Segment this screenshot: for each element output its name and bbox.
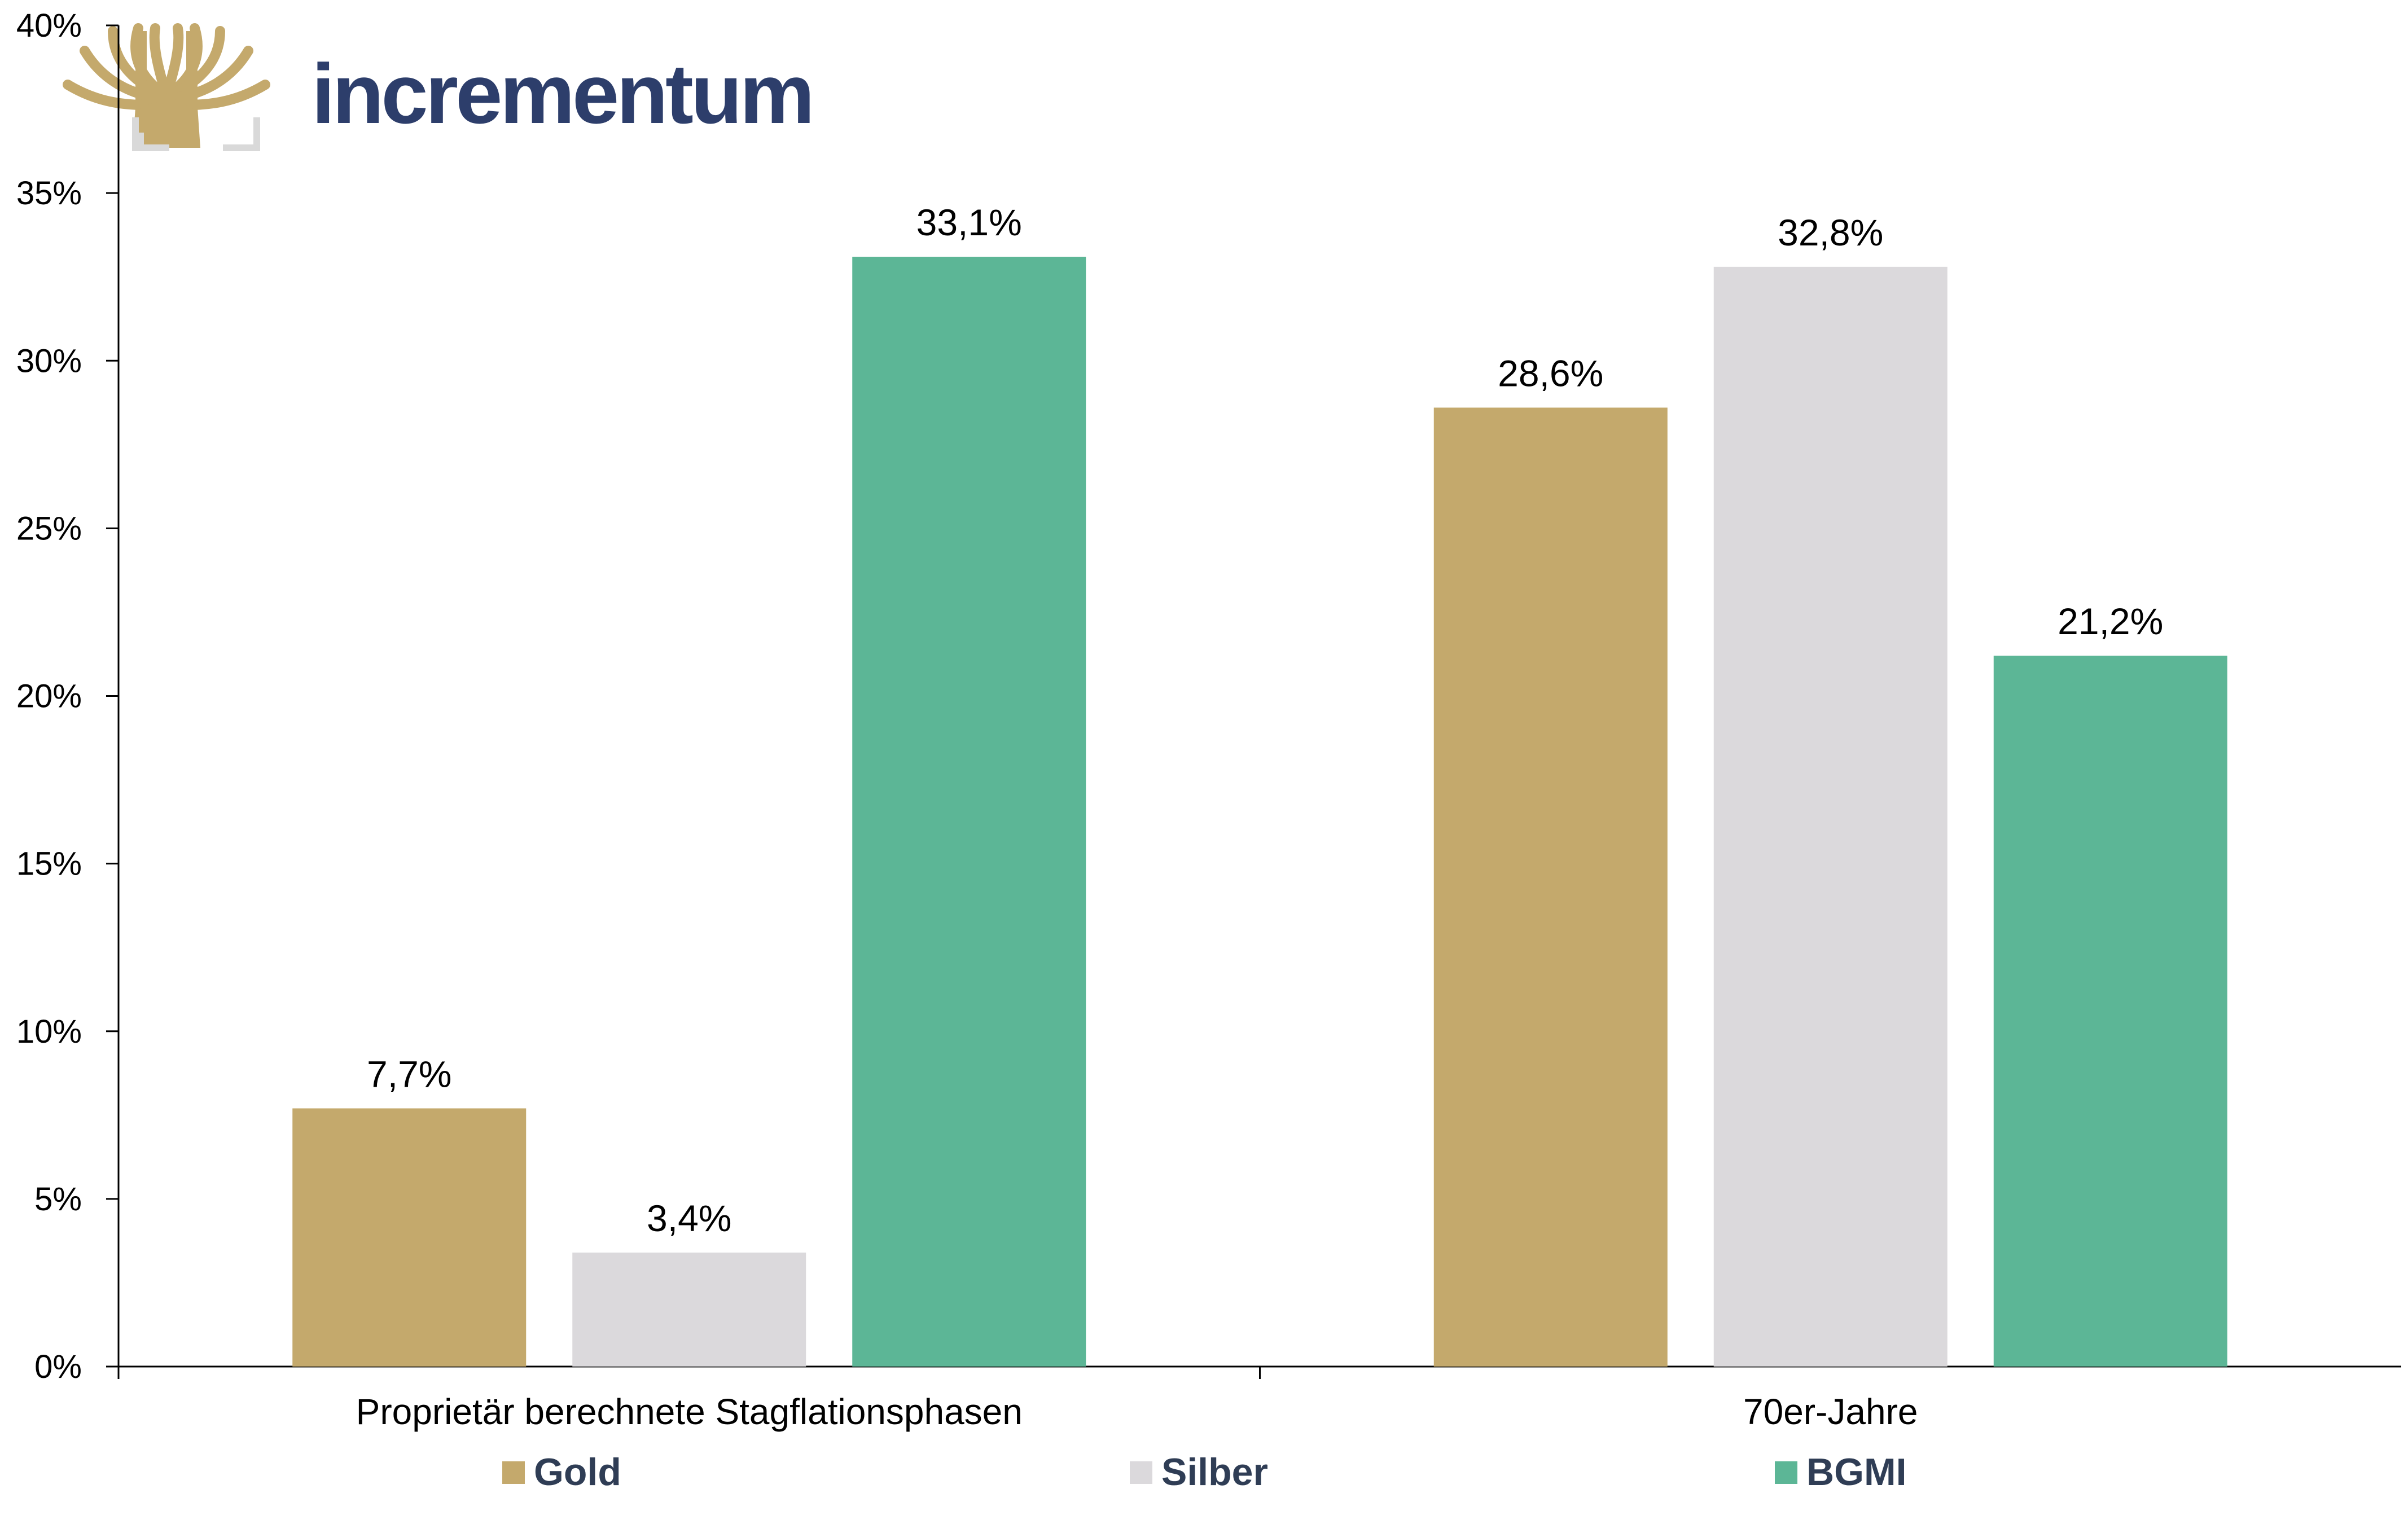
y-tick-label: 35%	[16, 175, 82, 212]
data-label: 21,2%	[2058, 600, 2163, 642]
data-labels: 7,7% 3,4% 33,1% 28,6% 32,8% 21,2%	[367, 201, 2163, 1239]
y-tick-label: 5%	[34, 1181, 82, 1218]
x-category-label: Proprietär berechnete Stagflationsphasen	[356, 1391, 1023, 1432]
brand-logo: incrementum	[63, 23, 815, 151]
bars	[292, 257, 2227, 1367]
legend: Gold Silber BGMI	[502, 1451, 1907, 1494]
y-tick-label: 25%	[16, 510, 82, 547]
data-label: 7,7%	[367, 1053, 451, 1095]
legend-swatch-silber	[1130, 1461, 1152, 1484]
legend-label-bgmi: BGMI	[1806, 1451, 1907, 1494]
bar-gold	[292, 1108, 527, 1367]
y-tick-label: 0%	[34, 1348, 82, 1385]
y-axis-ticks: 0% 5% 10% 15% 20% 25% 30% 35% 40%	[16, 7, 119, 1385]
y-tick-label: 20%	[16, 678, 82, 715]
y-tick-label: 30%	[16, 342, 82, 379]
bar-silber	[1713, 266, 1948, 1367]
y-tick-label: 15%	[16, 846, 82, 882]
data-label: 3,4%	[647, 1197, 731, 1239]
legend-label-silber: Silber	[1161, 1451, 1268, 1494]
x-category-label: 70er-Jahre	[1743, 1391, 1918, 1432]
legend-swatch-bgmi	[1775, 1461, 1797, 1484]
bar-gold	[1433, 407, 1668, 1367]
data-label: 33,1%	[916, 201, 1022, 243]
category-labels: Proprietär berechnete Stagflationsphasen…	[356, 1391, 1918, 1432]
legend-label-gold: Gold	[534, 1451, 621, 1494]
bar-bgmi	[852, 257, 1086, 1367]
tree-logo-icon	[63, 23, 270, 151]
bar-bgmi	[1993, 656, 2227, 1367]
legend-swatch-gold	[502, 1461, 525, 1484]
data-label: 32,8%	[1778, 212, 1883, 253]
data-label: 28,6%	[1498, 352, 1603, 394]
bar-silber	[572, 1252, 806, 1367]
y-tick-label: 40%	[16, 7, 82, 44]
y-tick-label: 10%	[16, 1013, 82, 1050]
brand-name: incrementum	[312, 46, 812, 141]
